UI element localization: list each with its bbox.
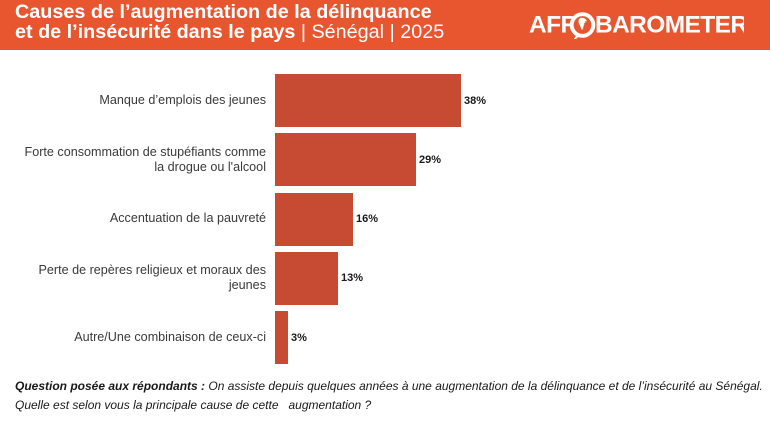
svg-text:BAROMETER: BAROMETER xyxy=(595,12,744,39)
